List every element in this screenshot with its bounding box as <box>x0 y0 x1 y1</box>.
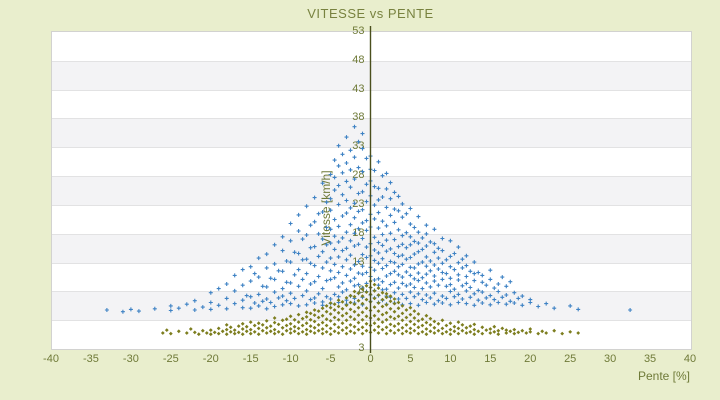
x-tick-label: 35 <box>643 353 657 365</box>
y-tick-label: 38 <box>352 111 365 124</box>
x-tick-label: 40 <box>683 353 697 365</box>
plot-band <box>52 60 691 90</box>
x-tick-label: -20 <box>202 353 219 365</box>
gridline <box>52 320 691 322</box>
y-tick-label: 3 <box>358 342 365 354</box>
gridline <box>52 262 691 264</box>
plot-band <box>52 233 691 263</box>
plot-band <box>52 204 691 234</box>
plot-band <box>52 176 691 205</box>
x-tick-label: 25 <box>564 353 577 365</box>
x-axis-title: Pente [%] <box>637 369 690 383</box>
gridline <box>52 89 691 91</box>
x-tick-label: -25 <box>162 353 179 365</box>
plot-band <box>52 291 691 321</box>
x-tick-label: -30 <box>122 353 139 365</box>
x-tick-label: 0 <box>367 353 374 365</box>
y-tick-label: 48 <box>352 53 365 66</box>
y-tick-label: 8 <box>358 284 365 297</box>
x-tick-label: 30 <box>604 353 617 365</box>
x-tick-label: 15 <box>484 353 497 365</box>
gridline <box>52 176 691 178</box>
y-tick-label: 43 <box>352 82 365 95</box>
y-tick-label: 13 <box>352 255 365 268</box>
plot-band <box>52 147 691 177</box>
x-tick-label: -35 <box>82 353 99 365</box>
gridline <box>52 60 691 62</box>
y-tick-label: 33 <box>352 140 365 153</box>
gridline <box>52 118 691 120</box>
x-tick-label: -10 <box>282 353 299 365</box>
x-tick-label: 5 <box>407 353 414 365</box>
y-axis-title: Vitesse [km/h] <box>319 170 333 246</box>
chart-title: VITESSE vs PENTE <box>307 6 434 21</box>
x-tick-label: 10 <box>444 353 457 365</box>
x-tick-label: -15 <box>242 353 259 365</box>
plot-band <box>52 320 691 349</box>
plot-area <box>51 31 692 350</box>
x-tick-label: -5 <box>325 353 336 365</box>
plot-band <box>52 32 691 61</box>
gridline <box>52 204 691 206</box>
gridline <box>52 291 691 293</box>
x-tick-label: 20 <box>524 353 537 365</box>
y-tick-label: 53 <box>352 25 365 37</box>
x-tick-label: -40 <box>43 353 59 365</box>
gridline <box>52 233 691 235</box>
plot-band <box>52 89 691 119</box>
gridline <box>52 147 691 149</box>
plot-band <box>52 118 691 148</box>
plot-band <box>52 262 691 292</box>
